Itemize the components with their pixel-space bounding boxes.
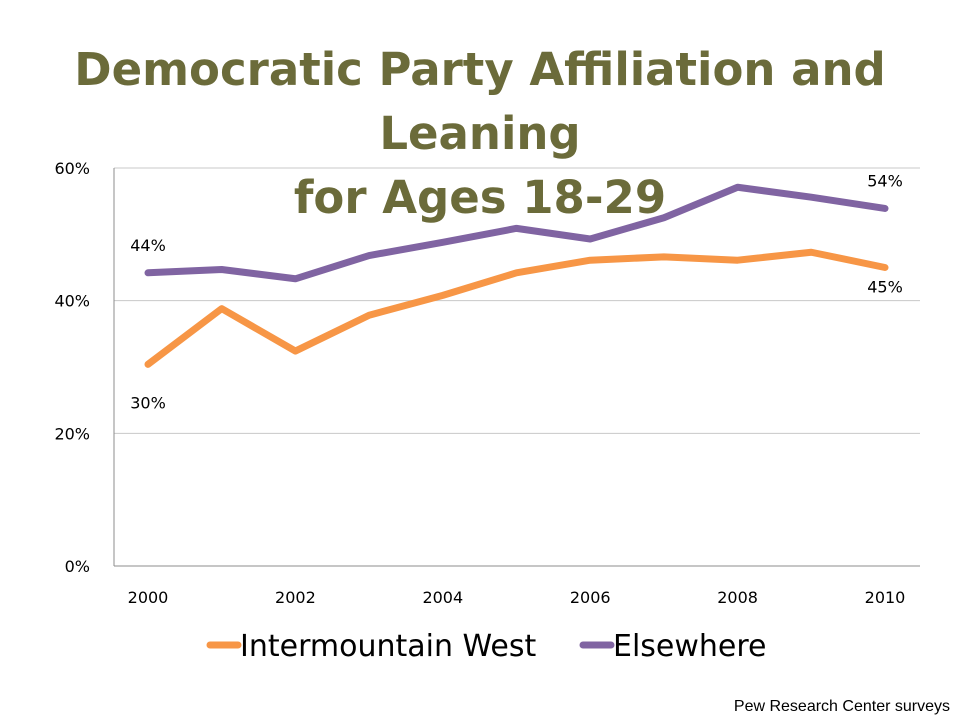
- x-tick-label: 2008: [717, 588, 758, 607]
- x-tick-label: 2000: [128, 588, 169, 607]
- data-label: 54%: [867, 171, 903, 190]
- chart-title-line-1: Democratic Party Affiliation and Leaning: [74, 43, 886, 160]
- chart-title-line-2: for Ages 18-29: [293, 171, 667, 224]
- legend-label: Intermountain West: [240, 629, 537, 664]
- data-label: 30%: [130, 393, 166, 412]
- data-label: 44%: [130, 236, 166, 255]
- y-tick-label: 20%: [54, 424, 90, 443]
- x-tick-label: 2004: [422, 588, 463, 607]
- chart-title: Democratic Party Affiliation and Leaning…: [0, 38, 960, 230]
- y-tick-label: 40%: [54, 292, 90, 311]
- series-line: [144, 183, 889, 283]
- legend-label: Elsewhere: [613, 629, 767, 664]
- y-tick-label: 60%: [54, 159, 90, 178]
- x-tick-label: 2006: [570, 588, 611, 607]
- data-label: 45%: [867, 278, 903, 297]
- source-note: Pew Research Center surveys: [733, 698, 950, 715]
- series-line: [144, 248, 889, 368]
- x-tick-label: 2002: [275, 588, 316, 607]
- y-tick-label: 0%: [65, 557, 90, 576]
- x-tick-label: 2010: [865, 588, 906, 607]
